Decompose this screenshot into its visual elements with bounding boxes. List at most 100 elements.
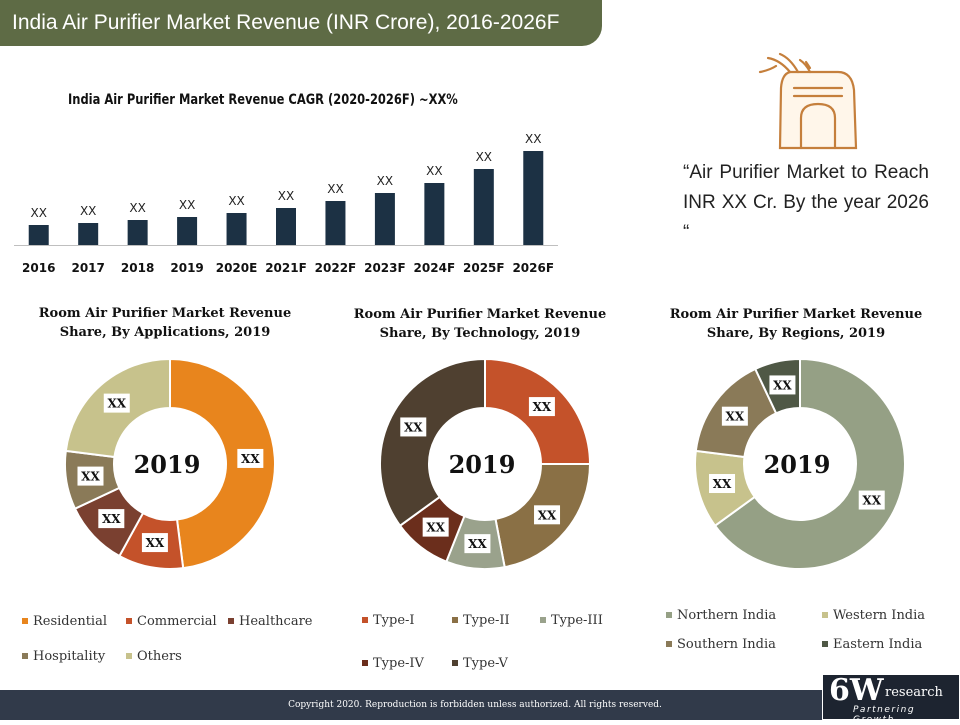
slice-data-label: XX (81, 470, 100, 484)
data-label-box (464, 534, 491, 554)
donut-center-label: 2019 (134, 450, 201, 479)
data-label-box (709, 474, 736, 494)
data-label-box (103, 393, 130, 413)
bar-data-label: XX (80, 204, 96, 218)
data-label-box (400, 417, 427, 437)
slice-data-label: XX (468, 537, 487, 551)
revenue-bar-chart: XX 2016 XX 2017 XX 2018 XX 2019 XX 2020E XX 2021F XX… (14, 132, 558, 275)
legend-item: Type-II (452, 613, 510, 628)
legend-label: Type-III (551, 613, 603, 628)
slice-data-label: XX (107, 397, 126, 411)
bar-data-label: XX (179, 198, 195, 212)
data-label-box (422, 517, 449, 537)
data-label-box (528, 397, 555, 417)
x-tick-label: 2019 (170, 261, 203, 275)
logo-tagline: Partnering Growth (853, 705, 916, 725)
legend-item: Commercial (126, 614, 217, 629)
legend-swatch (362, 616, 368, 623)
x-tick-label: 2021F (265, 261, 307, 275)
pie-applications-title-line1: Room Air Purifier Market Revenue (38, 306, 292, 321)
slice-data-label: XX (426, 521, 445, 535)
bar-data-label: XX (327, 182, 343, 196)
legend-swatch (22, 617, 28, 624)
x-tick-label: 2023F (364, 261, 406, 275)
pie-regions-title-line2: Share, By Regions, 2019 (706, 326, 886, 341)
legend-swatch (452, 616, 458, 623)
legend-item: Northern India (666, 608, 776, 623)
bar-2020E (226, 213, 247, 245)
legend-label: Healthcare (239, 614, 313, 629)
bar-data-label: XX (426, 164, 442, 178)
legend-item: Others (126, 649, 182, 664)
legend-swatch (822, 611, 828, 618)
pie-applications-title-line2: Share, By Applications, 2019 (59, 325, 271, 340)
pie-regions-title: Room Air Purifier Market Revenue Share, … (651, 305, 941, 343)
bar-2017 (78, 223, 99, 245)
donut-center-label: 2019 (449, 450, 516, 479)
bar-data-label: XX (129, 201, 145, 215)
slice-data-label: XX (726, 410, 745, 424)
pie-applications-title: Room Air Purifier Market Revenue Share, … (20, 304, 310, 342)
slice-residential (169, 357, 276, 570)
bar-chart-title: India Air Purifier Market Revenue CAGR (… (68, 92, 458, 108)
bar-data-label: XX (31, 206, 47, 220)
pie-technology-title: Room Air Purifier Market Revenue Share, … (335, 305, 625, 343)
data-label-box (98, 509, 125, 529)
legend-item: Hospitality (22, 649, 105, 664)
market-callout: “Air Purifier Market to Reach INR XX Cr.… (683, 162, 929, 243)
legend-label: Type-II (463, 613, 510, 628)
legend-item: Type-I (362, 613, 415, 628)
x-tick-label: 2018 (121, 261, 154, 275)
slice-type-v (379, 357, 486, 528)
legend-item: Type-IV (362, 656, 424, 671)
page-title: India Air Purifier Market Revenue (INR C… (0, 0, 602, 46)
x-tick-label: 2022F (315, 261, 357, 275)
bar-2025F (473, 169, 494, 245)
legend-label: Residential (33, 614, 107, 629)
air-purifier-icon (758, 52, 858, 150)
slice-data-label: XX (862, 494, 881, 508)
legend-swatch (362, 659, 368, 666)
legend-label: Commercial (137, 614, 217, 629)
legend-label: Western India (833, 608, 926, 623)
data-label-box (858, 490, 885, 510)
legend-swatch (22, 652, 28, 659)
x-tick-label: 2024F (414, 261, 456, 275)
slice-data-label: XX (533, 400, 552, 414)
data-label-box (769, 375, 796, 395)
pie-technology-title-line1: Room Air Purifier Market Revenue (353, 307, 607, 322)
legend-item: Healthcare (228, 614, 312, 629)
legend-label: Others (137, 649, 182, 664)
logo-main: 6W (829, 673, 884, 708)
bar-data-label: XX (525, 132, 541, 146)
legend-swatch (822, 640, 828, 647)
legend-item: Type-V (452, 656, 508, 671)
legend-swatch (540, 616, 546, 623)
legend-label: Southern India (677, 637, 776, 652)
data-label-box (141, 533, 168, 553)
legend-item: Western India (822, 608, 925, 623)
slice-data-label: XX (102, 512, 121, 526)
x-tick-label: 2025F (463, 261, 505, 275)
legend-swatch (666, 611, 672, 618)
bar-2021F (276, 208, 296, 245)
slice-data-label: XX (538, 508, 557, 522)
legend-item: Eastern India (822, 637, 922, 652)
company-logo: 6W research Partnering Growth (822, 673, 960, 725)
bar-2026F (523, 151, 544, 245)
data-label-box (721, 406, 748, 426)
bar-2016 (28, 225, 49, 245)
legend-item: Type-III (540, 613, 603, 628)
bar-2023F (374, 193, 395, 245)
data-label-box (237, 448, 264, 468)
legend-swatch (126, 617, 132, 624)
footer-copyright: Copyright 2020. Reproduction is forbidde… (0, 690, 960, 720)
x-tick-label: 2026F (512, 261, 554, 275)
legend-item: Residential (22, 614, 107, 629)
pie-technology-title-line2: Share, By Technology, 2019 (379, 326, 581, 341)
bar-data-label: XX (278, 189, 294, 203)
x-tick-label: 2017 (71, 261, 104, 275)
legend-label: Type-V (463, 656, 508, 671)
pie-regions-title-line1: Room Air Purifier Market Revenue (669, 307, 923, 322)
